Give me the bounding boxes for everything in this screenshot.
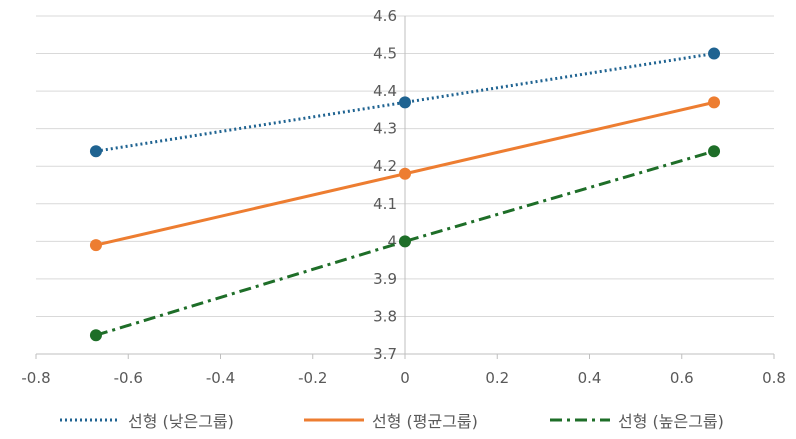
x-tick-label: 0	[400, 369, 410, 387]
legend-label-average: 선형 (평균그룹)	[372, 412, 478, 431]
series-line-0	[95, 52, 715, 153]
series-0-point-1	[399, 96, 411, 109]
x-tick-label: 0.4	[578, 369, 602, 387]
y-tick-label: 4.6	[373, 7, 397, 25]
legend-item-low: 선형 (낮은그룹)	[60, 404, 234, 436]
series-0-point-0	[89, 145, 102, 158]
y-tick-label: 4.5	[373, 45, 397, 63]
x-tick-label: -0.2	[298, 369, 327, 387]
y-tick-label: 3.9	[373, 270, 397, 288]
x-tick-label: -0.6	[114, 369, 143, 387]
y-axis-ticks: 3.7 3.8 3.9 4 4.1 4.2 4.3 4.4 4.5 4.6	[373, 7, 397, 363]
series-line-2	[95, 149, 715, 337]
legend-label-high: 선형 (높은그룹)	[618, 412, 724, 431]
series-2-point-0	[89, 329, 102, 342]
x-tick-label: -0.4	[206, 369, 235, 387]
y-tick-label: 3.8	[373, 307, 397, 325]
x-tick-label: 0.8	[762, 369, 786, 387]
series-2-point-2	[708, 145, 721, 158]
y-tick-label: 4.4	[373, 82, 397, 100]
legend: 선형 (낮은그룹) 선형 (평균그룹) 선형 (높은그룹)	[0, 404, 796, 436]
y-tick-label: 3.7	[373, 345, 397, 363]
series-points	[89, 47, 721, 342]
series-1-point-0	[89, 239, 102, 252]
series-1-point-2	[708, 96, 721, 109]
legend-swatch-low	[60, 418, 120, 422]
x-axis-ticks: -0.8 -0.6 -0.4 -0.2 0 0.2 0.4 0.6 0.8	[21, 354, 786, 387]
series-2-point-1	[399, 235, 411, 248]
y-tick-label: 4.2	[373, 157, 397, 175]
legend-label-low: 선형 (낮은그룹)	[128, 412, 234, 431]
x-tick-label: -0.8	[21, 369, 50, 387]
y-tick-label: 4.3	[373, 120, 397, 138]
series-0-point-2	[708, 47, 721, 60]
axes	[36, 16, 774, 355]
legend-swatch-average	[304, 418, 364, 422]
y-tick-label: 4	[387, 232, 397, 250]
series-1-point-1	[399, 167, 411, 180]
x-tick-label: 0.2	[485, 369, 509, 387]
legend-swatch-high	[550, 418, 610, 422]
y-tick-label: 4.1	[373, 195, 397, 213]
x-tick-label: 0.6	[670, 369, 694, 387]
legend-item-high: 선형 (높은그룹)	[550, 404, 724, 436]
legend-item-average: 선형 (평균그룹)	[304, 404, 478, 436]
